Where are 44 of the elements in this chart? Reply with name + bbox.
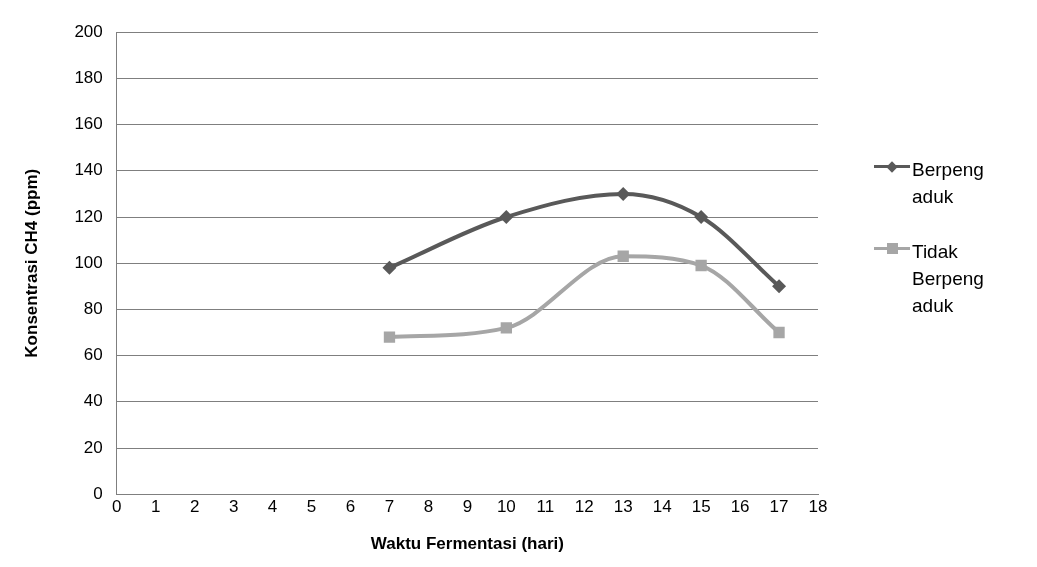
point — [383, 331, 396, 343]
x-tick-label: 17 — [769, 497, 789, 517]
x-tick-label: 10 — [496, 497, 516, 517]
x-tick-label: 3 — [228, 497, 239, 517]
point — [694, 210, 709, 224]
x-tick-label: 6 — [345, 497, 356, 517]
x-tick-label: 2 — [189, 497, 200, 517]
point — [500, 322, 512, 334]
y-tick-label: 60 — [83, 345, 103, 365]
y-tick-label: 100 — [74, 252, 103, 272]
legend-label: Tidak Berpengaduk — [912, 240, 985, 318]
y-tick-label: 140 — [74, 160, 103, 180]
y-axis-title: Konsentrasi CH4 (ppm) — [21, 168, 41, 358]
point — [382, 260, 397, 275]
x-tick-label: 5 — [306, 497, 317, 517]
x-tick-label: 1 — [150, 497, 161, 517]
y-tick-label: 80 — [83, 299, 103, 319]
x-tick-label: 13 — [613, 497, 633, 517]
x-tick-label: 9 — [462, 497, 473, 517]
x-tick-label: 18 — [808, 497, 828, 517]
y-tick-label: 160 — [74, 114, 103, 134]
x-tick-label: 11 — [536, 497, 555, 517]
point — [695, 259, 707, 272]
y-tick-label: 40 — [83, 391, 103, 411]
y-tick-label: 200 — [74, 21, 103, 41]
x-tick-label: 12 — [574, 497, 594, 517]
point — [773, 326, 785, 339]
y-tick-label: 120 — [74, 206, 103, 226]
x-axis-title: Waktu Fermentasi (hari) — [370, 534, 564, 554]
x-tick-label: 8 — [423, 497, 434, 517]
point — [772, 279, 787, 294]
x-tick-label: 15 — [691, 497, 711, 517]
point — [499, 210, 514, 224]
x-tick-label: 14 — [652, 497, 672, 517]
point — [617, 250, 629, 262]
x-tick-label: 7 — [384, 497, 395, 517]
point — [616, 186, 631, 201]
y-tick-label: 0 — [93, 483, 103, 503]
y-tick-label: 20 — [83, 437, 103, 457]
x-tick-label: 0 — [112, 497, 122, 517]
x-tick-label: 16 — [730, 497, 750, 517]
x-tick-label: 4 — [267, 497, 278, 517]
y-tick-label: 180 — [74, 68, 103, 88]
legend-label: Berpengaduk — [912, 158, 985, 209]
